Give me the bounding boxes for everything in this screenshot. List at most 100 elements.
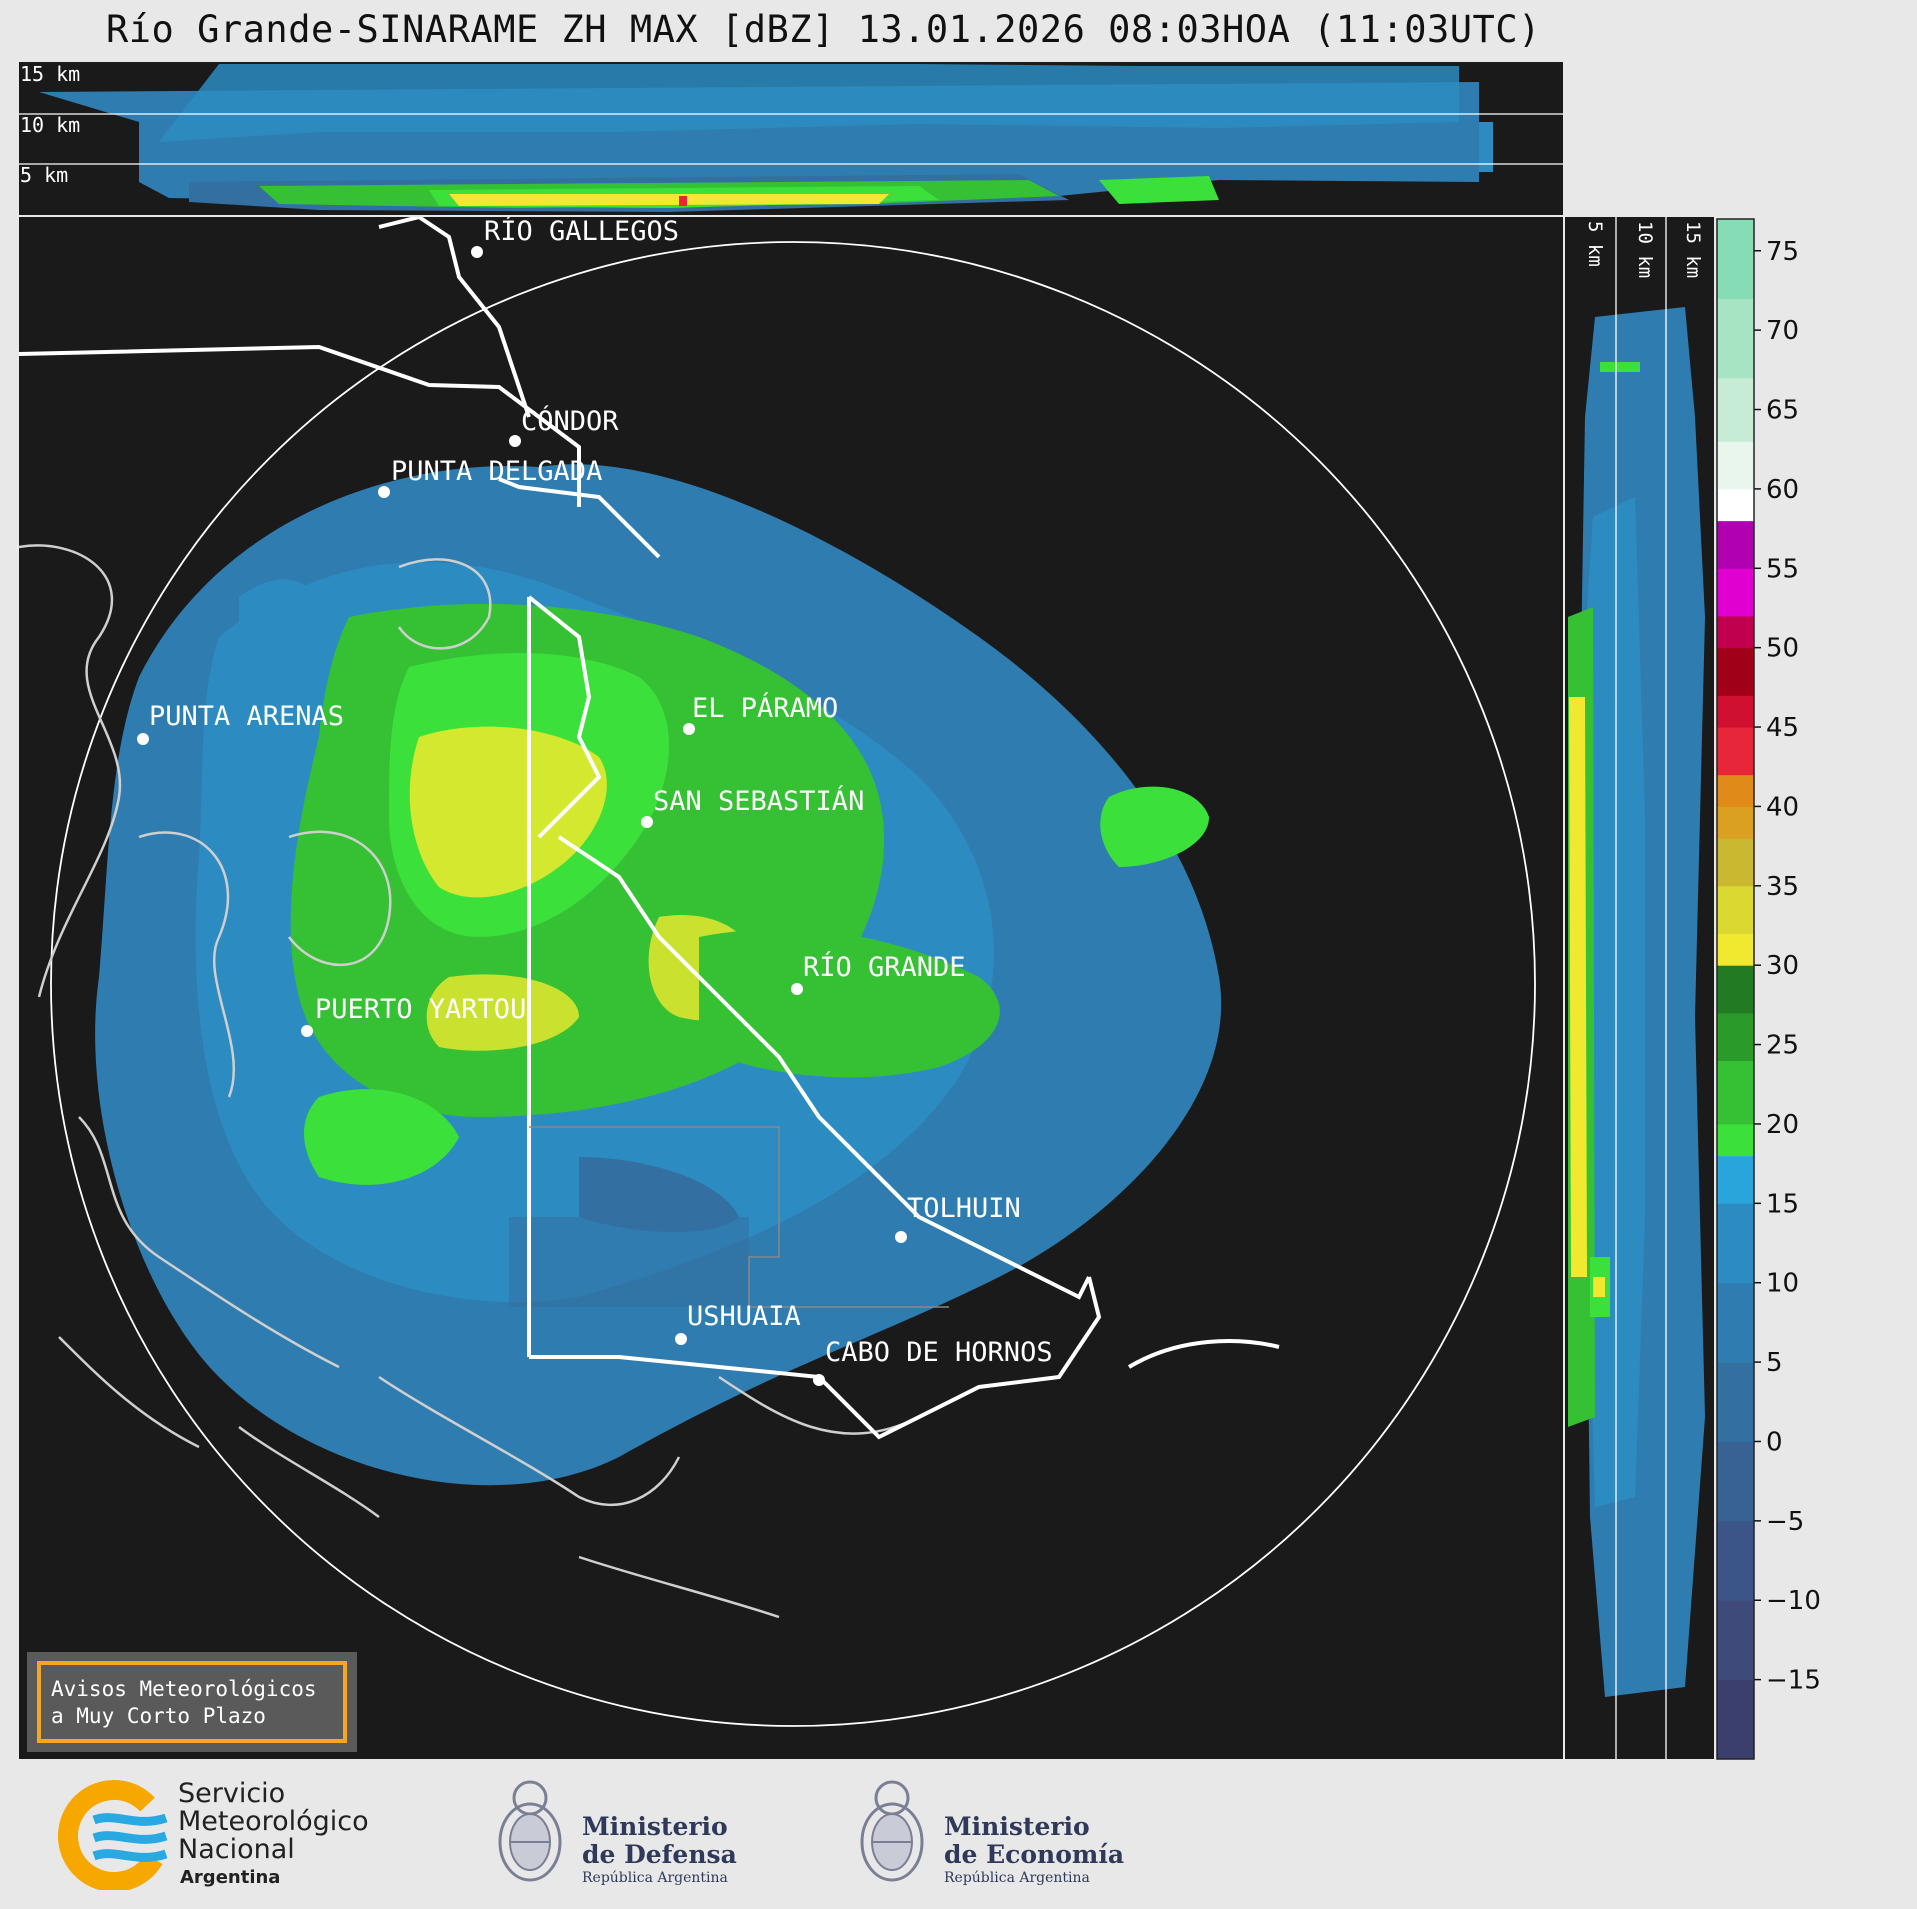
- colorbar-segments: [1717, 219, 1754, 1760]
- smn-logo[interactable]: Servicio Meteorológico Nacional Argentin…: [56, 1778, 396, 1892]
- colorbar-tick-label: 45: [1766, 713, 1799, 743]
- colorbar-segment: [1717, 1600, 1754, 1681]
- colorbar-segment: [1717, 219, 1754, 299]
- colorbar-segment: [1717, 488, 1754, 522]
- city-condor: CÓNDOR: [509, 405, 619, 447]
- side-height-label-5: 5 km: [1584, 221, 1606, 267]
- top-cross-section-svg: 15 km 10 km 5 km: [19, 62, 1563, 215]
- borders: [18, 214, 1280, 1440]
- top-height-label-5: 5 km: [20, 163, 68, 187]
- colorbar-tick-label: 75: [1766, 237, 1799, 267]
- colorbar-tick-label: −10: [1766, 1586, 1821, 1616]
- colorbar-segment: [1717, 965, 1754, 1014]
- colorbar-segment: [1717, 1362, 1754, 1442]
- city-rio-gallegos: RÍO GALLEGOS: [471, 215, 679, 258]
- colorbar-segment: [1717, 520, 1754, 569]
- economia-line-1: Ministerio: [944, 1812, 1090, 1841]
- city-rio-grande: RÍO GRANDE: [791, 951, 966, 995]
- colorbar-segment: [1717, 727, 1754, 776]
- colorbar-segment: [1717, 933, 1754, 966]
- footer-logos: Servicio Meteorológico Nacional Argentin…: [0, 1760, 1917, 1909]
- colorbar-segment: [1717, 885, 1754, 934]
- colorbar-tick-label: 20: [1766, 1110, 1799, 1140]
- map-title: Río Grande-SINARAME ZH MAX [dBZ] 13.01.2…: [106, 8, 1541, 51]
- city-punta-arenas: PUNTA ARENAS: [137, 701, 344, 745]
- defensa-line-3: República Argentina: [582, 1870, 728, 1886]
- colorbar-segment: [1717, 1679, 1754, 1760]
- radar-map-svg: RÍO GALLEGOS CÓNDOR PUNTA DELGADA PUNTA …: [18, 214, 1563, 1759]
- colorbar-segment: [1717, 1123, 1754, 1157]
- colorbar-tick-label: 35: [1766, 872, 1799, 902]
- notice-line-1: Avisos Meteorológicos: [51, 1677, 317, 1701]
- radar-map-panel: RÍO GALLEGOS CÓNDOR PUNTA DELGADA PUNTA …: [18, 214, 1563, 1759]
- city-cabo-de-hornos: CABO DE HORNOS: [813, 1337, 1053, 1386]
- colorbar-tick-label: 55: [1766, 554, 1799, 584]
- colorbar-segment: [1717, 298, 1754, 379]
- top-cross-section-panel: 15 km 10 km 5 km: [19, 62, 1563, 215]
- city-label-tolhuin: TOLHUIN: [907, 1193, 1021, 1224]
- colorbar-segment: [1717, 1060, 1754, 1125]
- defensa-line-1: Ministerio: [582, 1812, 728, 1841]
- colorbar-tick-label: 25: [1766, 1031, 1799, 1061]
- top-height-label-10: 10 km: [20, 113, 80, 137]
- smn-name-line-4: Argentina: [180, 1867, 281, 1888]
- city-tolhuin: TOLHUIN: [895, 1193, 1021, 1243]
- colorbar-tick-label: −15: [1766, 1666, 1821, 1696]
- colorbar-tick-label: 70: [1766, 316, 1799, 346]
- city-label-rio-grande: RÍO GRANDE: [803, 951, 966, 983]
- colorbar-tick-label: 10: [1766, 1269, 1799, 1299]
- city-punta-delgada: PUNTA DELGADA: [378, 456, 602, 498]
- colorbar-segment: [1717, 1155, 1754, 1204]
- coat-of-arms-icon: [498, 1780, 562, 1882]
- colorbar-segment: [1717, 1441, 1754, 1522]
- colorbar-segment: [1717, 377, 1754, 442]
- coastlines: [18, 544, 920, 1619]
- notice-box[interactable]: Avisos Meteorológicos a Muy Corto Plazo: [27, 1652, 357, 1752]
- city-label-condor: CÓNDOR: [521, 405, 619, 437]
- city-label-punta-arenas: PUNTA ARENAS: [149, 701, 344, 732]
- colorbar-segment: [1717, 615, 1754, 649]
- coat-of-arms-icon: [860, 1780, 924, 1882]
- economia-line-2: de Economía: [944, 1840, 1125, 1869]
- colorbar-segment: [1717, 1282, 1754, 1363]
- city-markers: RÍO GALLEGOS CÓNDOR PUNTA DELGADA PUNTA …: [137, 215, 1053, 1386]
- colorbar-segment: [1717, 838, 1754, 887]
- colorbar-segment: [1717, 1520, 1754, 1601]
- colorbar-tick-label: 60: [1766, 475, 1799, 505]
- top-height-label-15: 15 km: [20, 62, 80, 86]
- side-height-label-10: 10 km: [1634, 221, 1656, 278]
- colorbar-segment: [1717, 695, 1754, 728]
- side-cross-section-panel: 5 km 10 km 15 km: [1565, 217, 1714, 1759]
- side-cross-section-svg: 5 km 10 km 15 km: [1565, 217, 1714, 1759]
- city-label-ushuaia: USHUAIA: [687, 1301, 801, 1332]
- economia-logo[interactable]: Ministerio de Economía República Argenti…: [852, 1770, 1132, 1900]
- smn-emblem-icon: [58, 1780, 170, 1892]
- economia-line-3: República Argentina: [944, 1870, 1090, 1886]
- colorbar-tick-label: 15: [1766, 1189, 1799, 1219]
- colorbar-segment: [1717, 1012, 1754, 1061]
- city-label-puerto-yartou: PUERTO YARTOU: [315, 994, 526, 1025]
- city-label-rio-gallegos: RÍO GALLEGOS: [484, 217, 679, 247]
- city-label-punta-delgada: PUNTA DELGADA: [391, 456, 602, 487]
- side-height-label-15: 15 km: [1682, 221, 1704, 278]
- colorbar-tick-label: 5: [1766, 1348, 1783, 1378]
- city-san-sebastian: SAN SEBASTIÁN: [641, 785, 864, 828]
- colorbar-tick-label: 50: [1766, 634, 1799, 664]
- colorbar-segment: [1717, 806, 1754, 839]
- notice-line-2: a Muy Corto Plazo: [51, 1704, 266, 1728]
- colorbar-tick-label: 30: [1766, 951, 1799, 981]
- colorbar-segment: [1717, 647, 1754, 696]
- colorbar-tick-label: −5: [1766, 1507, 1804, 1537]
- colorbar-tick-label: 0: [1766, 1427, 1783, 1457]
- defensa-logo[interactable]: Ministerio de Defensa República Argentin…: [490, 1770, 750, 1900]
- colorbar-segment: [1717, 1203, 1754, 1284]
- smn-name-line-2: Meteorológico: [178, 1806, 369, 1837]
- colorbar-segment: [1717, 568, 1754, 617]
- city-label-el-paramo: EL PÁRAMO: [692, 692, 838, 724]
- reflectivity-echoes: [95, 464, 1222, 1486]
- colorbar-segment: [1717, 774, 1754, 807]
- smn-name-line-1: Servicio: [178, 1778, 286, 1809]
- province-border: [529, 1126, 949, 1308]
